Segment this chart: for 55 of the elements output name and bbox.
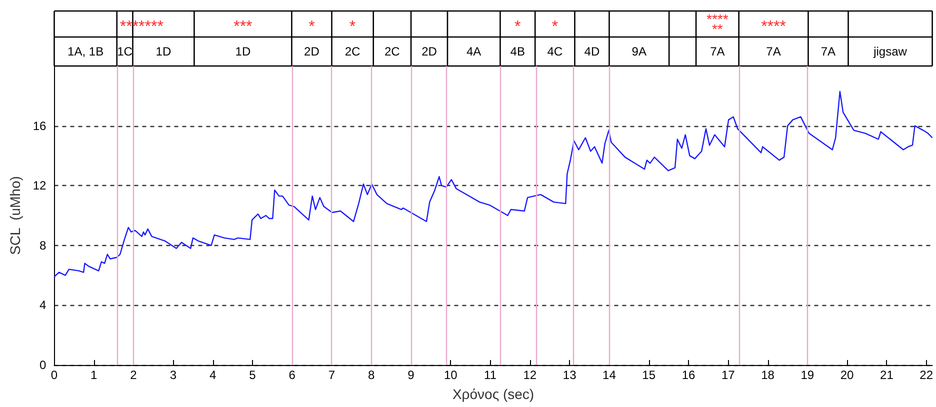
text: 2C [384, 44, 400, 58]
x-tick-label: 11 [484, 368, 497, 382]
text: jigsaw [872, 44, 908, 58]
x-tick-label: 6 [288, 368, 296, 382]
x-tick-label: 21 [880, 368, 894, 382]
text: 7A [710, 44, 725, 58]
x-tick-label: 22 [920, 368, 934, 382]
x-tick-label: 18 [761, 368, 775, 382]
text: 2C [344, 44, 361, 58]
y-tick-label: 4 [40, 298, 47, 312]
text: 1D [156, 44, 172, 58]
x-tick-label: 15 [642, 368, 656, 382]
text: 7A [820, 44, 836, 58]
x-tick-label: 10 [444, 368, 458, 382]
x-tick-label: 19 [800, 368, 814, 382]
text: * [514, 18, 521, 36]
x-tick-label: 9 [408, 368, 415, 382]
x-tick-label: 5 [249, 368, 256, 382]
line-series [54, 90, 933, 278]
text: 1D [235, 44, 251, 58]
text: * [552, 18, 558, 36]
text: **** [761, 18, 786, 36]
x-tick-label: 2 [130, 368, 138, 382]
y-tick-label: 12 [32, 178, 47, 193]
text: * [349, 18, 356, 36]
text: 4A [466, 44, 482, 58]
y-tick-label: 0 [40, 358, 47, 372]
y-axis-title: SCL (uMho) [7, 176, 23, 255]
x-tick-label: 7 [328, 368, 336, 382]
x-tick-label: 1 [90, 368, 98, 382]
text: 2D [422, 44, 438, 58]
text: 4C [547, 44, 563, 58]
x-tick-label: 4 [209, 368, 216, 382]
x-tick-label: 12 [523, 368, 537, 382]
y-tick-label: 8 [40, 238, 47, 252]
text: 7A [766, 44, 781, 58]
text: 4D [584, 44, 600, 58]
text: 1C [117, 44, 133, 58]
text: 2D [304, 44, 320, 58]
x-tick-label: 0 [50, 368, 58, 382]
text: **** ** [706, 11, 729, 37]
x-tick-label: 14 [602, 368, 616, 382]
x-tick-label: 13 [562, 368, 577, 382]
x-tick-label: 20 [840, 368, 854, 382]
y-tick-label: 16 [32, 118, 47, 133]
text: * [308, 18, 315, 36]
text: *** [234, 18, 252, 36]
x-tick-label: 3 [170, 368, 177, 382]
x-tick-label: 16 [682, 368, 696, 382]
x-tick-label: 17 [721, 368, 736, 382]
x-tick-label: 8 [368, 368, 376, 382]
text: 9A [632, 44, 646, 58]
x-axis-title: Χρόνος (sec) [452, 386, 534, 402]
text: 4B [510, 44, 525, 58]
text: 1A, 1B [68, 44, 104, 58]
